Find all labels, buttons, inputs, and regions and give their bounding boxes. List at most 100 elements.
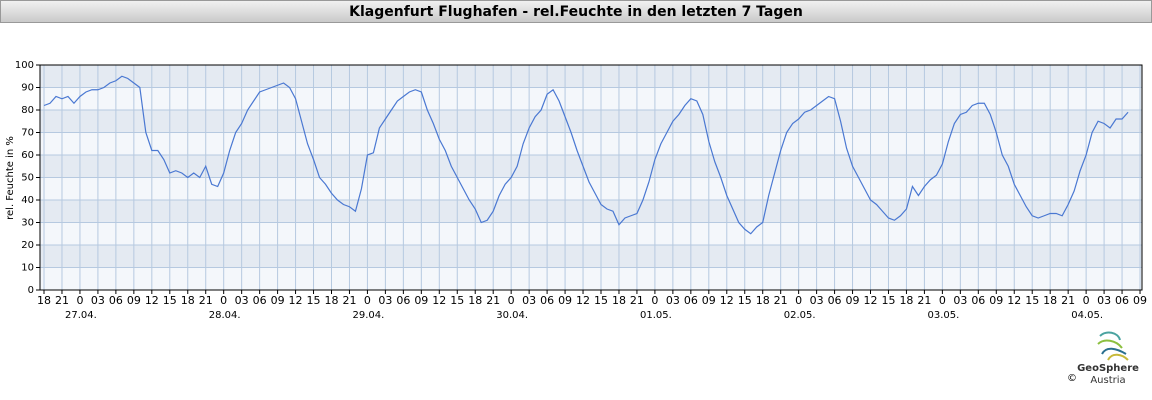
band — [40, 65, 1142, 88]
x-tick-label: 06 — [1115, 294, 1129, 307]
x-tick-label: 09 — [846, 294, 860, 307]
x-tick-label: 03 — [91, 294, 105, 307]
band — [40, 222, 1142, 245]
band — [40, 245, 1142, 268]
x-tick-label: 09 — [989, 294, 1003, 307]
x-tick-label: 18 — [756, 294, 770, 307]
x-tick-label: 03 — [666, 294, 680, 307]
x-tick-label: 09 — [127, 294, 141, 307]
x-tick-label: 06 — [396, 294, 410, 307]
logo-name: GeoSphere — [1077, 363, 1139, 374]
x-tick-label: 18 — [468, 294, 482, 307]
date-label: 29.04. — [353, 310, 385, 321]
x-tick-label: 09 — [1133, 294, 1147, 307]
x-tick-label: 18 — [899, 294, 913, 307]
x-tick-label: 15 — [450, 294, 464, 307]
y-tick-label: 90 — [21, 83, 34, 94]
x-tick-label: 0 — [364, 294, 371, 307]
x-tick-label: 12 — [576, 294, 590, 307]
date-label: 03.05. — [927, 310, 959, 321]
y-tick-label: 40 — [21, 195, 34, 206]
x-tick-label: 15 — [307, 294, 321, 307]
x-tick-label: 09 — [702, 294, 716, 307]
x-tick-label: 21 — [199, 294, 213, 307]
chart-title: Klagenfurt Flughafen - rel.Feuchte in de… — [349, 4, 803, 20]
x-tick-label: 12 — [289, 294, 303, 307]
date-label: 30.04. — [496, 310, 528, 321]
x-tick-label: 03 — [810, 294, 824, 307]
date-label: 01.05. — [640, 310, 672, 321]
y-tick-label: 100 — [15, 60, 34, 71]
x-tick-label: 18 — [324, 294, 338, 307]
date-label: 28.04. — [209, 310, 241, 321]
band — [40, 110, 1142, 133]
x-tick-label: 21 — [342, 294, 356, 307]
y-tick-label: 80 — [21, 105, 34, 116]
x-tick-label: 18 — [612, 294, 626, 307]
x-tick-label: 12 — [432, 294, 446, 307]
x-tick-label: 21 — [630, 294, 644, 307]
x-tick-label: 18 — [181, 294, 195, 307]
x-tick-label: 03 — [1097, 294, 1111, 307]
x-tick-label: 06 — [971, 294, 985, 307]
x-tick-label: 0 — [508, 294, 515, 307]
x-tick-label: 03 — [235, 294, 249, 307]
x-tick-label: 12 — [864, 294, 878, 307]
x-tick-label: 06 — [684, 294, 698, 307]
x-tick-label: 15 — [163, 294, 177, 307]
x-tick-label: 21 — [486, 294, 500, 307]
x-tick-label: 18 — [37, 294, 51, 307]
x-tick-label: 03 — [378, 294, 392, 307]
band — [40, 177, 1142, 200]
logo-icon — [1097, 331, 1129, 361]
x-tick-label: 0 — [795, 294, 802, 307]
x-tick-label: 03 — [522, 294, 536, 307]
data-line — [43, 75, 1129, 235]
x-tick-label: 09 — [558, 294, 572, 307]
y-tick-label: 30 — [21, 218, 34, 229]
x-tick-label: 21 — [1061, 294, 1075, 307]
y-tick-label: 10 — [21, 263, 34, 274]
x-tick-label: 09 — [414, 294, 428, 307]
y-tick-label: 0 — [28, 285, 34, 296]
band — [40, 155, 1142, 178]
band — [40, 267, 1142, 290]
x-tick-label: 21 — [55, 294, 69, 307]
x-tick-label: 21 — [917, 294, 931, 307]
band — [40, 132, 1142, 155]
y-tick-label: 60 — [21, 150, 34, 161]
x-tick-label: 18 — [1043, 294, 1057, 307]
x-tick-label: 09 — [271, 294, 285, 307]
y-tick-label: 70 — [21, 128, 34, 139]
x-tick-label: 0 — [220, 294, 227, 307]
x-tick-label: 0 — [1083, 294, 1090, 307]
x-tick-label: 15 — [1025, 294, 1039, 307]
x-tick-label: 06 — [109, 294, 123, 307]
x-tick-label: 06 — [828, 294, 842, 307]
logo-sub: Austria — [1090, 375, 1125, 386]
x-tick-label: 12 — [145, 294, 159, 307]
x-tick-label: 06 — [253, 294, 267, 307]
y-tick-label: 50 — [21, 173, 34, 184]
band — [40, 87, 1142, 110]
x-tick-label: 0 — [939, 294, 946, 307]
x-tick-label: 12 — [1007, 294, 1021, 307]
band — [40, 200, 1142, 223]
date-label: 02.05. — [784, 310, 816, 321]
x-tick-label: 21 — [774, 294, 788, 307]
copyright: © — [1067, 373, 1077, 384]
y-axis-label: rel. Feuchte in % — [5, 136, 16, 220]
x-tick-label: 06 — [540, 294, 554, 307]
x-tick-label: 12 — [720, 294, 734, 307]
date-label: 27.04. — [65, 310, 97, 321]
x-tick-label: 15 — [881, 294, 895, 307]
y-tick-label: 20 — [21, 240, 34, 251]
x-tick-label: 0 — [76, 294, 83, 307]
x-tick-label: 0 — [651, 294, 658, 307]
date-label: 04.05. — [1071, 310, 1103, 321]
x-tick-label: 15 — [738, 294, 752, 307]
plot-frame — [39, 64, 1143, 291]
x-tick-label: 15 — [594, 294, 608, 307]
